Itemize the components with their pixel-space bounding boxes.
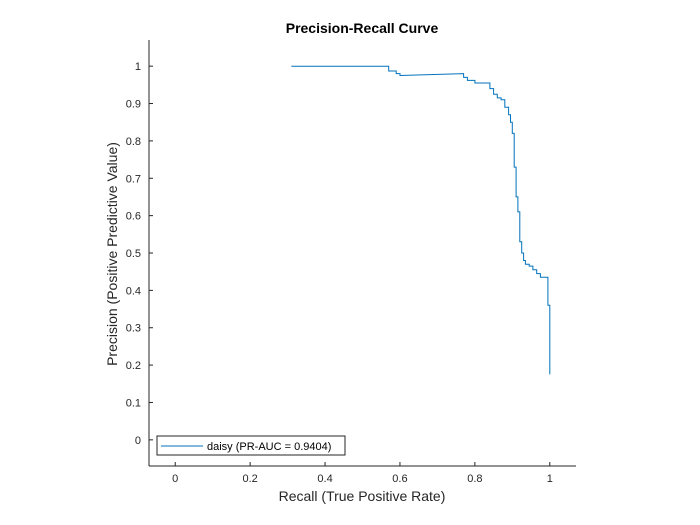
y-tick-label: 0.6 [126,211,141,223]
legend-box [156,435,346,456]
y-axis-label: Precision (Positive Predictive Value) [104,142,120,366]
x-axis-label: Recall (True Positive Rate) [279,488,446,504]
series-layer [291,65,551,375]
x-tick-label: 0 [172,473,178,485]
x-tick-label: 0.2 [242,473,257,485]
y-tick-label: 1 [135,61,141,73]
y-tick-label: 0.2 [126,360,141,372]
series-line-0 [291,65,551,375]
x-tick-label: 0.4 [317,473,332,485]
y-tick-label: 0.4 [126,285,141,297]
legend-entry: daisy (PR-AUC = 0.9404) [207,441,331,453]
chart-title: Precision-Recall Curve [286,20,439,36]
y-tick-label: 0.9 [126,99,141,111]
y-tick-label: 0.3 [126,323,141,335]
legend: daisy (PR-AUC = 0.9404) [156,435,346,456]
x-tick-label: 1 [547,473,553,485]
y-tick-label: 0.8 [126,136,141,148]
tick-labels: 0 0.2 0.4 0.6 0.8 1 0 0.1 0.2 0.3 0.4 0.5 0.6 0.7 0.8 0… [126,61,553,485]
y-tick-label: 0.1 [126,397,141,409]
y-tick-label: 0 [135,435,141,447]
y-tick-label: 0.7 [126,173,141,185]
x-tick-label: 0.6 [392,473,407,485]
x-tick-label: 0.8 [467,473,482,485]
axes [148,40,576,467]
y-tick-label: 0.5 [126,248,141,260]
